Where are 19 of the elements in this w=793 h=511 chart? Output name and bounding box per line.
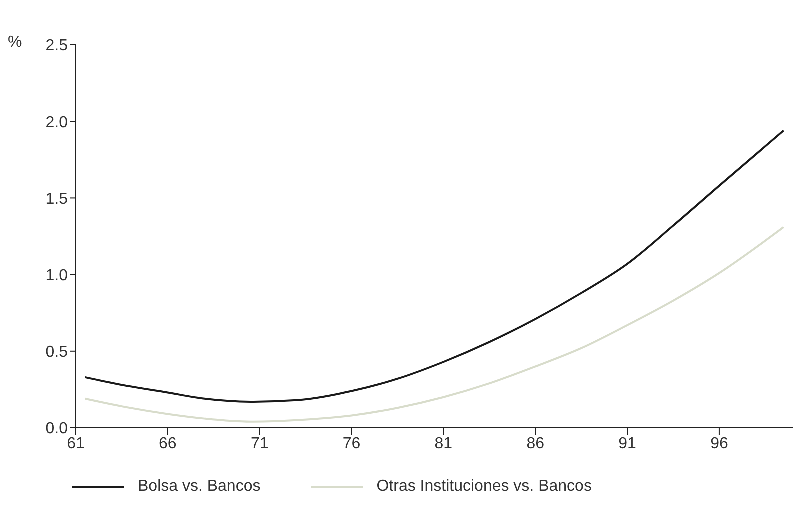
x-tick-label: 76 xyxy=(342,435,361,452)
line-series xyxy=(84,130,785,403)
x-tick-label: 81 xyxy=(434,435,453,452)
y-tick-label: 1.0 xyxy=(46,267,68,284)
x-tick-label: 96 xyxy=(710,435,728,452)
x-tick-label: 61 xyxy=(67,435,85,452)
x-tick-label: 66 xyxy=(159,435,177,452)
y-tick-label: 0.0 xyxy=(46,420,68,438)
y-tick-label: 1.5 xyxy=(46,190,68,208)
legend-label: Bolsa vs. Bancos xyxy=(138,478,261,496)
y-tick-label: 0.5 xyxy=(46,344,68,362)
y-tick-label: 2.0 xyxy=(46,114,68,132)
y-tick-label: 2.5 xyxy=(46,38,68,55)
y-axis-title: % xyxy=(8,34,22,52)
x-tick-label: 86 xyxy=(526,435,545,452)
line-series xyxy=(84,226,785,423)
legend-label: Otras Instituciones vs. Bancos xyxy=(376,478,592,496)
x-tick-label: 71 xyxy=(250,435,269,452)
x-tick-label: 91 xyxy=(618,435,637,452)
